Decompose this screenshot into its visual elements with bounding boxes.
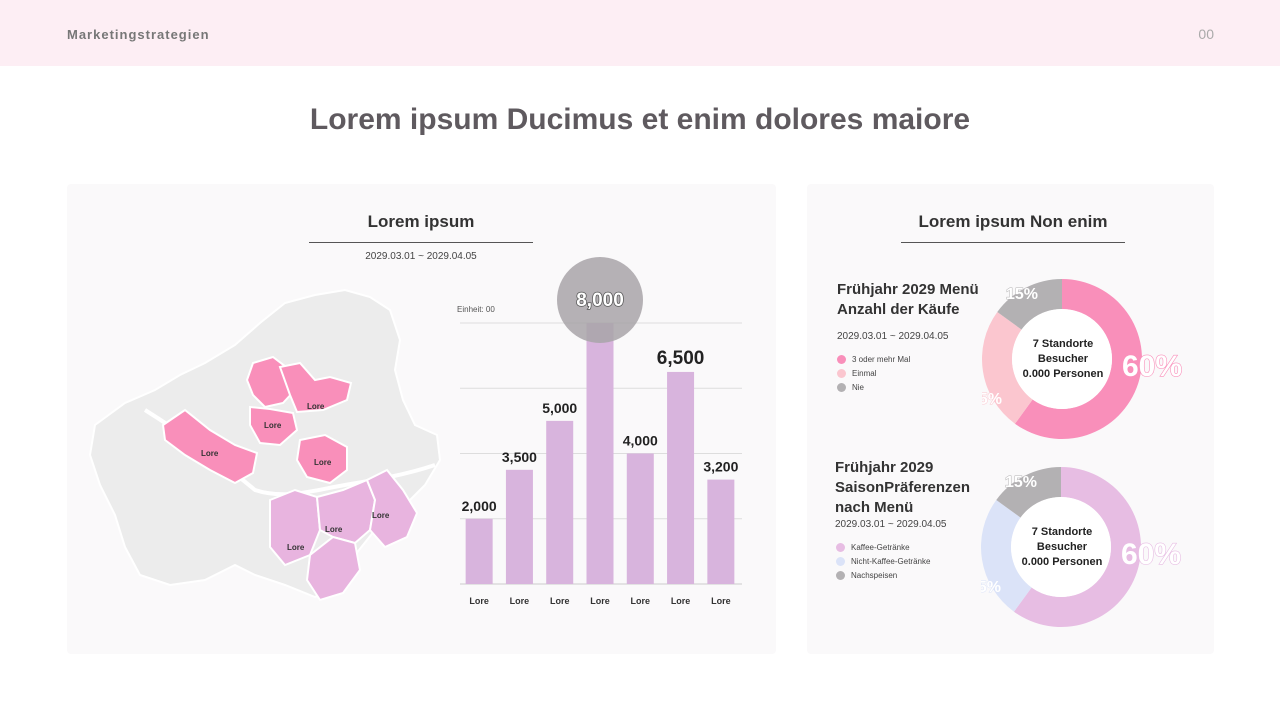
donut-center-label: 0.000 Personen (1023, 368, 1104, 380)
donut-slice (996, 467, 1061, 518)
donut2-title-line1: Frühjahr 2029 (835, 459, 934, 476)
map-label: Lore (314, 458, 332, 467)
left-panel-title: Lorem ipsum (367, 212, 475, 231)
donut1-title: Frühjahr 2029 Menü Anzahl der Käufe (837, 280, 979, 320)
x-tick-label: Lore (590, 596, 610, 606)
map-label: Lore (325, 525, 343, 534)
map-label: Lore (307, 402, 325, 411)
bar-value-label: 6,500 (657, 348, 705, 369)
bar-value-label: 2,000 (462, 498, 497, 514)
brand-label: Marketingstrategien (67, 27, 210, 42)
highlight-circle (557, 257, 643, 343)
x-tick-label: Lore (711, 596, 731, 606)
page-number: 00 (1198, 26, 1214, 42)
map-region-lavender-3 (365, 468, 419, 549)
legend-label: Nachspeisen (851, 571, 898, 580)
right-panel-title: Lorem ipsum Non enim (918, 212, 1108, 231)
bar-value-label: 5,000 (542, 400, 577, 416)
donut-slice (1014, 279, 1142, 439)
donut1-date: 2029.03.01 ~ 2029.04.05 (837, 331, 949, 342)
bar (586, 323, 614, 584)
donut-center-label: Besucher (1038, 353, 1089, 365)
legend-label: Einmal (852, 369, 877, 378)
x-tick-label: Lore (510, 596, 530, 606)
legend-label: Nicht-Kaffee-Getränke (851, 557, 931, 566)
bar (465, 518, 493, 584)
bar (626, 453, 654, 584)
bar (505, 469, 533, 584)
legend-dot (837, 383, 846, 392)
donut-percent-label: 15% (1005, 474, 1037, 491)
donut-hole (1012, 309, 1112, 409)
donut1-title-line1: Frühjahr 2029 Menü (837, 281, 979, 298)
map-region-pink-3 (249, 405, 299, 447)
donut-chart-purchases: 7 Standorte Besucher 0.000 Personen 60% 25% 1… (982, 279, 1183, 439)
map-label: Lore (264, 421, 282, 430)
map-region-pink-5 (295, 433, 348, 485)
x-tick-label: Lore (631, 596, 651, 606)
donut-percent-label: 25% (982, 391, 1002, 408)
left-panel-rule (309, 242, 533, 243)
bar-value-label: 3,500 (502, 449, 537, 465)
legend-dot (836, 571, 845, 580)
donut-percent-label: 25% (981, 579, 1001, 596)
right-panel-rule (901, 242, 1125, 243)
map-label: Lore (287, 543, 305, 552)
x-tick-label: Lore (550, 596, 570, 606)
legend-label: Kaffee-Getränke (851, 543, 910, 552)
legend-item: Nachspeisen (836, 571, 897, 580)
unit-label: Einheit: 00 (457, 305, 495, 314)
x-tick-label: Lore (671, 596, 691, 606)
donut-slice (981, 499, 1032, 612)
donut2-title-line3: nach Menü (835, 499, 914, 516)
x-tick-label: Lore (469, 596, 489, 606)
donut-percent-label: 15% (1006, 286, 1038, 303)
donut-chart-preferences: 7 Standorte Besucher 0.000 Personen 60% 25% 1… (981, 467, 1182, 627)
bar (667, 371, 695, 584)
legend-item: 3 oder mehr Mal (837, 355, 910, 364)
donut-slice (1013, 467, 1141, 627)
map-region-lavender-4 (305, 535, 362, 602)
donut-slice (997, 279, 1062, 330)
legend-label: 3 oder mehr Mal (852, 355, 911, 364)
map-region-pink-2 (278, 361, 353, 414)
legend-dot (836, 543, 845, 552)
legend-label: Nie (852, 383, 865, 392)
donut-percent-label: 60% (1121, 538, 1181, 571)
legend-item: Nicht-Kaffee-Getränke (836, 557, 930, 566)
legend-item: Einmal (837, 369, 876, 378)
bar (707, 479, 735, 584)
bar-value-label: 8,000 (576, 290, 624, 311)
bar (546, 420, 574, 584)
donut-center-label: Besucher (1037, 541, 1088, 553)
legend-item: Kaffee-Getränke (836, 543, 910, 552)
donut2-title-line2: SaisonPräferenzen (835, 479, 971, 496)
bar-value-label: 4,000 (623, 433, 658, 449)
header-bar: Marketingstrategien 00 (0, 0, 1280, 66)
left-panel-date: 2029.03.01 ~ 2029.04.05 (365, 251, 477, 262)
legend-dot (837, 369, 846, 378)
map-region-pink-4 (161, 408, 259, 485)
donut-percent-label: 60% (1122, 350, 1182, 383)
donut-center-label: 7 Standorte (1033, 338, 1094, 350)
legend-dot (836, 557, 845, 566)
donut1-title-line2: Anzahl der Käufe (837, 301, 960, 318)
district-map: Lore Lore Lore Lore Lore Lore Lore (88, 288, 442, 602)
donut-slice (982, 311, 1033, 424)
legend-item: Nie (837, 383, 864, 392)
donut2-date: 2029.03.01 ~ 2029.04.05 (835, 519, 947, 530)
donut-center-label: 7 Standorte (1032, 526, 1093, 538)
page-title: Lorem ipsum Ducimus et enim dolores maio… (309, 103, 971, 136)
map-label: Lore (372, 511, 390, 520)
donut-center-label: 0.000 Personen (1022, 556, 1103, 568)
donut2-title: Frühjahr 2029 SaisonPräferenzen nach Men… (835, 458, 970, 518)
donut-hole (1011, 497, 1111, 597)
legend-dot (837, 355, 846, 364)
map-label: Lore (201, 449, 219, 458)
map-region-lavender-1 (269, 488, 322, 567)
bar-value-label: 3,200 (703, 459, 738, 475)
